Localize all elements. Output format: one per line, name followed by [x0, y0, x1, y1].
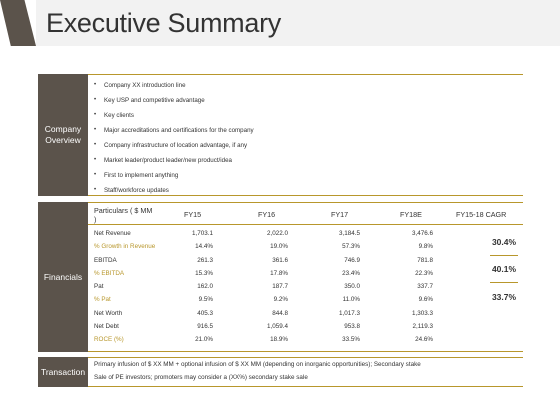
row-label: % Growth in Revenue [94, 243, 156, 251]
table-row: % EBITDA 15.3% 17.8% 23.4% 22.3% [88, 267, 523, 280]
financials-rows: Net Revenue 1,703.1 2,022.0 3,184.5 3,476.6%… [88, 227, 523, 347]
bullet-item: Major accreditations and certifications … [94, 123, 523, 138]
row-value: 3,184.5 [338, 230, 360, 237]
row-value: 23.4% [342, 269, 360, 277]
table-row: % Growth in Revenue 14.4% 19.0% 57.3% 9.8% [88, 240, 523, 253]
row-value: 337.7 [417, 283, 433, 291]
row-value: 9.6% [418, 296, 433, 304]
financials-table: Particulars ( $ MM ) FY15 FY16 FY17 FY18… [88, 202, 523, 352]
title-background [36, 0, 560, 46]
row-value: 162.0 [197, 283, 213, 291]
row-value: 350.0 [344, 283, 360, 291]
row-value: 953.8 [344, 323, 360, 331]
row-label: Net Debt [94, 323, 119, 331]
header-fy17: FY17 [331, 210, 349, 219]
row-value: 22.3% [415, 269, 433, 277]
row-value: 33.5% [342, 336, 360, 344]
row-value: 844.8 [272, 309, 288, 317]
row-label: ROCE (%) [94, 336, 124, 344]
table-row: % Pat 9.5% 9.2% 11.0% 9.6% [88, 293, 523, 306]
row-value: 1,703.1 [191, 230, 213, 237]
table-row: Net Debt 916.5 1,059.4 953.8 2,119.3 [88, 320, 523, 333]
row-value: 18.9% [270, 336, 288, 344]
header-cagr: FY15-18 CAGR [456, 210, 507, 219]
row-label: Net Worth [94, 309, 123, 317]
row-value: 361.6 [272, 256, 288, 264]
transaction-label: Transaction [38, 357, 88, 387]
table-row: Net Worth 405.3 844.8 1,017.3 1,303.3 [88, 307, 523, 320]
table-row: Pat 162.0 187.7 350.0 337.7 [88, 280, 523, 293]
row-label: % EBITDA [94, 269, 125, 277]
company-overview-label: Company Overview [38, 74, 88, 196]
row-value: 19.0% [270, 243, 288, 251]
row-value: 261.3 [197, 256, 213, 264]
row-value: 24.6% [415, 336, 433, 344]
transaction-body: Primary infusion of $ XX MM + optional i… [88, 357, 523, 387]
bullet-item: Company infrastructure of location advan… [94, 138, 523, 153]
row-value: 57.3% [342, 243, 360, 251]
row-value: 9.8% [418, 243, 433, 251]
bullet-item: Key USP and competitive advantage [94, 93, 523, 108]
page-title: Executive Summary [46, 8, 281, 38]
financials-header-row: Particulars ( $ MM ) FY15 FY16 FY17 FY18… [88, 203, 523, 225]
row-value: 405.3 [197, 309, 213, 317]
row-value: 1,303.3 [411, 309, 433, 317]
row-value: 11.0% [342, 296, 360, 304]
row-value: 21.0% [195, 336, 213, 344]
row-value: 15.3% [195, 269, 213, 277]
bullet-item: Company XX introduction line [94, 78, 523, 93]
row-value: 1,059.4 [266, 323, 288, 331]
bullet-item: First to implement anything [94, 168, 523, 183]
header-fy16: FY16 [258, 210, 276, 219]
bullet-item: Staff/workforce updates [94, 183, 523, 198]
table-row: Net Revenue 1,703.1 2,022.0 3,184.5 3,476.6 [88, 227, 523, 240]
row-label: % Pat [94, 296, 111, 304]
row-value: 746.9 [344, 256, 360, 264]
row-label: EBITDA [94, 256, 117, 264]
table-row: ROCE (%) 21.0% 18.9% 33.5% 24.6% [88, 333, 523, 346]
row-value: 14.4% [195, 243, 213, 251]
row-value: 9.5% [198, 296, 213, 304]
cagr-value: 30.4% [491, 237, 517, 247]
row-value: 2,022.0 [266, 230, 288, 237]
row-label: Pat [94, 283, 104, 291]
row-value: 187.7 [272, 283, 288, 291]
row-label: Net Revenue [94, 230, 131, 237]
cagr-divider [490, 282, 518, 283]
company-overview-body: Company XX introduction line Key USP and… [88, 74, 523, 198]
bullet-item: Key clients [94, 108, 523, 123]
transaction-section: Transaction Primary infusion of $ XX MM … [38, 357, 523, 387]
table-row: EBITDA 261.3 361.6 746.9 781.8 [88, 254, 523, 267]
cagr-divider [490, 255, 518, 256]
row-value: 916.5 [197, 323, 213, 331]
transaction-line: Primary infusion of $ XX MM + optional i… [94, 361, 421, 368]
financials-section: Financials Particulars ( $ MM ) FY15 FY1… [38, 202, 523, 352]
title-band: Executive Summary [0, 0, 560, 50]
overview-bullet-list: Company XX introduction line Key USP and… [88, 75, 523, 198]
row-value: 9.2% [273, 296, 288, 304]
row-value: 3,476.6 [411, 230, 433, 237]
financials-label: Financials [38, 202, 88, 352]
header-fy18e: FY18E [400, 210, 422, 219]
cagr-value: 33.7% [491, 292, 517, 302]
company-overview-section: Company Overview Company XX introduction… [38, 74, 523, 198]
transaction-line: Sale of PE investors; promoters may cons… [94, 374, 308, 381]
row-value: 17.8% [270, 269, 288, 277]
row-value: 1,017.3 [338, 309, 360, 317]
title-accent-shape [0, 0, 36, 46]
row-value: 2,119.3 [412, 323, 433, 331]
bullet-item: Market leader/product leader/new product… [94, 153, 523, 168]
row-value: 781.8 [417, 256, 433, 264]
header-fy15: FY15 [184, 210, 202, 219]
cagr-value: 40.1% [491, 264, 517, 274]
header-particulars: Particulars ( $ MM ) [94, 206, 153, 224]
